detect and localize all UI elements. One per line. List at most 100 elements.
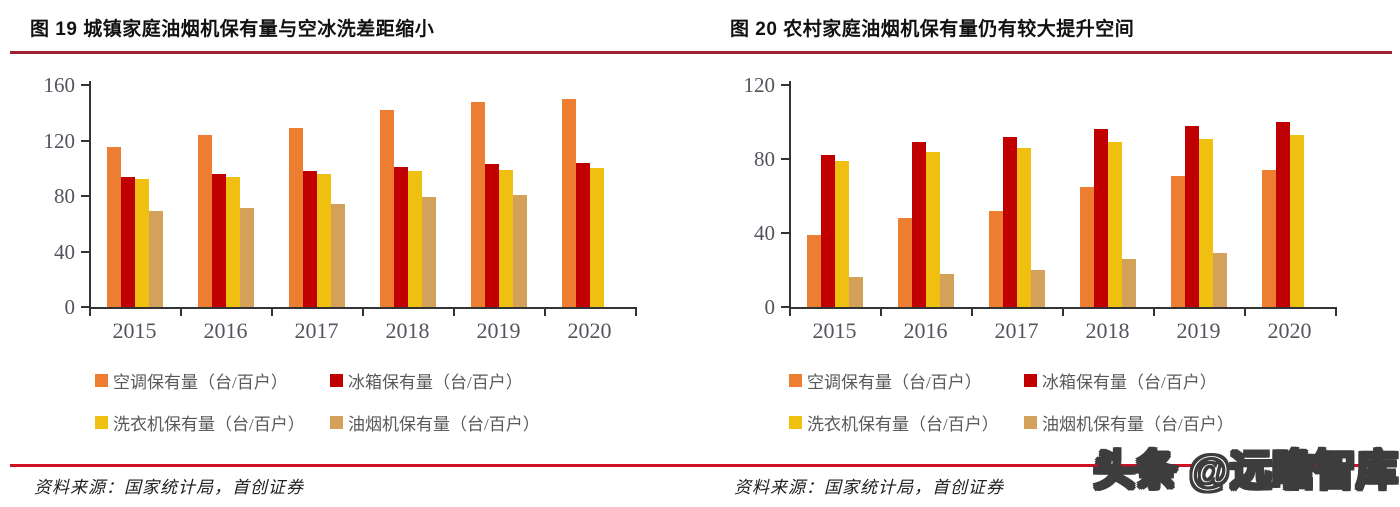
bar-2016-s0 <box>197 134 212 307</box>
x-axis-category-label: 2016 <box>903 318 948 343</box>
figure-20-panel: 图 20 农村家庭油烟机保有量仍有较大提升空间 0 40 80 120 2015 2016… <box>700 0 1400 507</box>
bar-2016-s2 <box>225 176 240 307</box>
title-underline-rule <box>10 51 1392 54</box>
bar-2015-s2 <box>134 179 149 307</box>
legend-label: 空调保有量（台/百户） <box>807 373 982 392</box>
y-axis-tick <box>781 158 789 160</box>
x-axis-tick <box>1335 309 1337 316</box>
legend-label: 油烟机保有量（台/百户） <box>348 415 540 434</box>
bar-2017-s2 <box>316 173 331 307</box>
y-axis-tick-label: 40 <box>54 239 75 264</box>
bar-2015-s2 <box>834 160 849 307</box>
legend-swatch-icon <box>330 374 343 387</box>
x-axis-tick <box>789 309 791 316</box>
y-axis-tick-label: 120 <box>743 73 776 97</box>
bar-2019-s2 <box>1198 138 1213 307</box>
bar-2020-s2 <box>1289 134 1304 307</box>
figure-20-source: 资料来源：国家统计局，首创证券 <box>734 478 1004 497</box>
legend-item-1: 冰箱保有量（台/百户） <box>330 368 540 393</box>
bar-2018-s0 <box>1079 186 1094 307</box>
bar-2015-s3 <box>848 277 863 307</box>
figure-20-title: 图 20 农村家庭油烟机保有量仍有较大提升空间 <box>730 19 1135 40</box>
x-axis-tick <box>635 309 637 316</box>
footer-rule <box>10 464 1392 467</box>
x-axis-category-label: 2019 <box>476 318 521 343</box>
legend-swatch-icon <box>330 416 343 429</box>
x-axis-line <box>789 307 1337 309</box>
bar-2015-s3 <box>148 211 163 307</box>
bar-2015-s1 <box>820 155 835 307</box>
legend-swatch-icon <box>789 416 802 429</box>
y-axis-line <box>89 81 91 309</box>
bar-2019-s2 <box>498 169 513 307</box>
bar-2018-s3 <box>421 197 436 307</box>
figure-19-source: 资料来源：国家统计局，首创证券 <box>34 478 304 497</box>
bar-2017-s3 <box>1030 270 1045 307</box>
y-axis-tick-label: 0 <box>64 295 76 319</box>
bar-2020-s0 <box>561 98 576 307</box>
x-axis-tick <box>544 309 546 316</box>
bar-2020-s0 <box>1261 170 1276 307</box>
y-axis-tick-label: 80 <box>754 147 775 171</box>
bar-2017-s0 <box>288 128 303 307</box>
legend-swatch-icon <box>1024 416 1037 429</box>
bar-2018-s2 <box>1107 142 1122 307</box>
bar-2016-s0 <box>897 218 912 307</box>
x-axis-tick <box>89 309 91 316</box>
bar-2015-s1 <box>120 176 135 307</box>
x-axis-category-label: 2018 <box>1085 318 1130 343</box>
x-axis-category-label: 2017 <box>294 318 339 343</box>
legend-item-0: 空调保有量（台/百户） <box>95 368 330 393</box>
bar-2019-s3 <box>512 194 527 307</box>
x-axis-category-label: 2017 <box>994 318 1039 343</box>
bar-2017-s0 <box>988 210 1003 307</box>
figure-19-title: 图 19 城镇家庭油烟机保有量与空冰洗差距缩小 <box>30 19 435 40</box>
y-axis-tick <box>81 306 89 308</box>
legend-label: 冰箱保有量（台/百户） <box>348 373 523 392</box>
x-axis-category-label: 2016 <box>203 318 248 343</box>
bar-2018-s2 <box>407 171 422 307</box>
bar-2018-s1 <box>393 166 408 307</box>
legend-swatch-icon <box>95 374 108 387</box>
legend-item-3: 油烟机保有量（台/百户） <box>1024 410 1234 435</box>
x-axis-tick <box>1153 309 1155 316</box>
y-axis-line <box>789 81 791 309</box>
figure-20-chart: 0 40 80 120 2015 2016 2017 2018 2019 2020 <box>700 0 1400 360</box>
y-axis-tick <box>81 195 89 197</box>
x-axis-category-label: 2015 <box>112 318 157 343</box>
bar-2018-s1 <box>1093 129 1108 307</box>
x-axis-line <box>89 307 637 309</box>
legend-item-2: 洗衣机保有量（台/百户） <box>789 410 1024 435</box>
y-axis-tick-label: 160 <box>43 73 76 97</box>
bar-2020-s2 <box>589 168 604 307</box>
bar-2019-s1 <box>484 164 499 307</box>
bar-2019-s1 <box>1184 125 1199 307</box>
bar-2017-s1 <box>1002 136 1017 307</box>
x-axis-category-label: 2015 <box>812 318 857 343</box>
bar-2018-s0 <box>379 109 394 307</box>
legend-item-3: 油烟机保有量（台/百户） <box>330 410 540 435</box>
toutiao-watermark: 头条 @远瞻智库 <box>1092 446 1399 495</box>
legend-label: 洗衣机保有量（台/百户） <box>807 415 999 434</box>
bar-2016-s1 <box>911 142 926 307</box>
y-axis-tick <box>81 250 89 253</box>
bar-2018-s3 <box>1121 258 1136 307</box>
x-axis-tick <box>880 309 882 316</box>
x-axis-tick <box>971 309 973 316</box>
x-axis-tick <box>1062 309 1064 316</box>
bar-2019-s3 <box>1212 253 1227 307</box>
y-axis-tick-label: 0 <box>764 295 776 319</box>
legend-swatch-icon <box>95 416 108 429</box>
figure-19-legend: 空调保有量（台/百户） 冰箱保有量（台/百户） 洗衣机保有量（台/百户） 油烟机保有量… <box>95 368 540 435</box>
bar-2016-s2 <box>925 151 940 307</box>
y-axis-tick-label: 120 <box>43 128 76 153</box>
x-axis-category-label: 2020 <box>567 318 612 343</box>
y-axis-tick <box>81 139 89 142</box>
legend-label: 油烟机保有量（台/百户） <box>1042 415 1234 434</box>
bar-2017-s2 <box>1016 147 1031 307</box>
legend-label: 洗衣机保有量（台/百户） <box>113 415 305 434</box>
bar-2017-s1 <box>302 171 317 307</box>
y-axis-tick <box>781 232 789 234</box>
bar-2019-s0 <box>1170 175 1185 307</box>
